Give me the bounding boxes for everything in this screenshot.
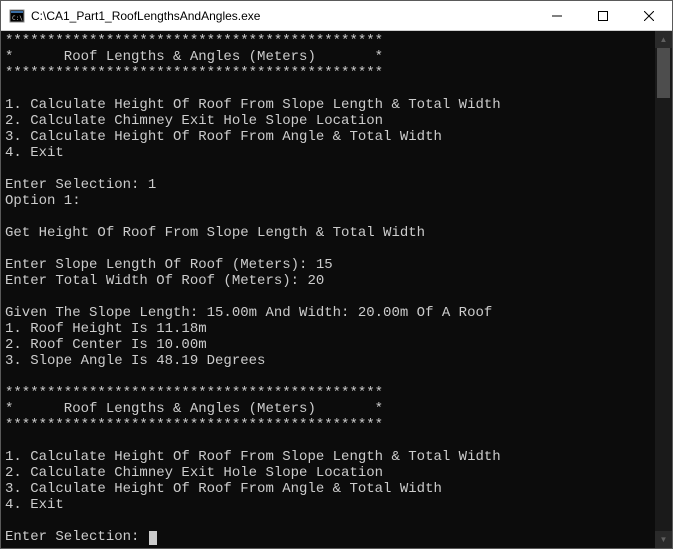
scroll-track[interactable] <box>655 48 672 531</box>
minimize-button[interactable] <box>534 1 580 30</box>
menu-item: 1. Calculate Height Of Roof From Slope L… <box>5 449 501 465</box>
prompt-slope: Enter Slope Length Of Roof (Meters): <box>5 257 316 273</box>
result-line: 2. Roof Center Is 10.00m <box>5 337 207 353</box>
result-line: 3. Slope Angle Is 48.19 Degrees <box>5 353 265 369</box>
menu-item: 1. Calculate Height Of Roof From Slope L… <box>5 97 501 113</box>
given-line: Given The Slope Length: 15.00m And Width… <box>5 305 492 321</box>
titlebar[interactable]: C:\ C:\CA1_Part1_RoofLengthsAndAngles.ex… <box>1 1 672 31</box>
svg-text:C:\: C:\ <box>12 15 23 22</box>
menu-item: 4. Exit <box>5 145 64 161</box>
console-window: C:\ C:\CA1_Part1_RoofLengthsAndAngles.ex… <box>0 0 673 549</box>
menu-item: 2. Calculate Chimney Exit Hole Slope Loc… <box>5 113 383 129</box>
console-area: ****************************************… <box>1 31 672 548</box>
window-title: C:\CA1_Part1_RoofLengthsAndAngles.exe <box>31 9 534 23</box>
prompt-selection: Enter Selection: <box>5 177 148 193</box>
scroll-thumb[interactable] <box>657 48 670 98</box>
option-label: Option 1: <box>5 193 81 209</box>
maximize-button[interactable] <box>580 1 626 30</box>
app-icon: C:\ <box>9 8 25 24</box>
prompt-width: Enter Total Width Of Roof (Meters): <box>5 273 307 289</box>
menu-item: 4. Exit <box>5 497 64 513</box>
subheader: Get Height Of Roof From Slope Length & T… <box>5 225 425 241</box>
vertical-scrollbar[interactable]: ▲ ▼ <box>655 31 672 548</box>
window-controls <box>534 1 672 30</box>
result-line: 1. Roof Height Is 11.18m <box>5 321 207 337</box>
header-stars: ****************************************… <box>5 33 383 49</box>
header-stars: ****************************************… <box>5 417 383 433</box>
header-title: * Roof Lengths & Angles (Meters) * <box>5 401 383 417</box>
menu-item: 3. Calculate Height Of Roof From Angle &… <box>5 481 442 497</box>
header-title: * Roof Lengths & Angles (Meters) * <box>5 49 383 65</box>
header-stars: ****************************************… <box>5 385 383 401</box>
cursor <box>149 531 157 545</box>
prompt-selection: Enter Selection: <box>5 529 148 545</box>
header-stars: ****************************************… <box>5 65 383 81</box>
width-input: 20 <box>307 273 324 289</box>
scroll-up-icon[interactable]: ▲ <box>655 31 672 48</box>
console-output[interactable]: ****************************************… <box>1 31 655 548</box>
menu-item: 2. Calculate Chimney Exit Hole Slope Loc… <box>5 465 383 481</box>
selection-input: 1 <box>148 177 156 193</box>
menu-item: 3. Calculate Height Of Roof From Angle &… <box>5 129 442 145</box>
slope-input: 15 <box>316 257 333 273</box>
close-button[interactable] <box>626 1 672 30</box>
scroll-down-icon[interactable]: ▼ <box>655 531 672 548</box>
